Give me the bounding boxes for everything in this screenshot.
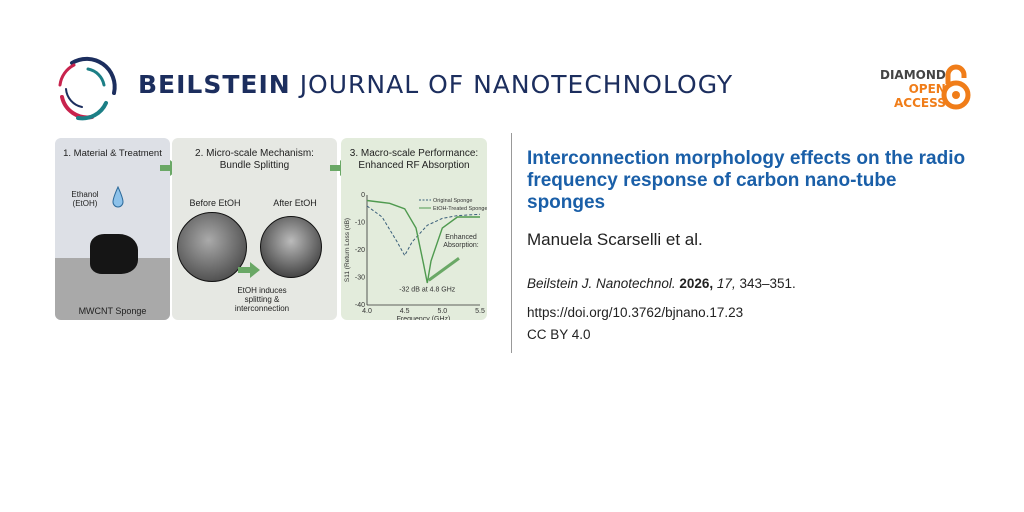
series-line: [366, 199, 480, 284]
sponge-image: [90, 234, 138, 274]
return-loss-chart: 4.0 4.5 5.0 5.5 0 -10 -20 -30 -40 Frequency (GHz)…: [344, 192, 487, 320]
legend-label: EtOH-Treated Sponge: [433, 206, 487, 212]
badge-line3: ACCESS: [894, 96, 946, 110]
sponge-label: MWCNT Sponge: [78, 306, 147, 316]
before-label: Before EtOH: [189, 198, 241, 208]
x-tick-label: 4.0: [362, 308, 372, 315]
legend-label: Original Sponge: [433, 198, 472, 204]
caption-line1: EtOH induces: [237, 286, 287, 295]
article-authors: Manuela Scarselli et al.: [527, 230, 703, 249]
badge-line2: OPEN: [908, 82, 946, 96]
y-axis-label: S11 (Return Loss (dB): [344, 218, 351, 282]
sem-before-image: [177, 212, 247, 282]
panel-macro-performance: 3. Macro-scale Performance: Enhanced RF …: [341, 138, 487, 320]
panel2-title1: 2. Micro-scale Mechanism:: [195, 148, 314, 159]
arrow-right-icon: [238, 262, 260, 278]
citation-volume: 17,: [716, 276, 736, 291]
journal-name-rest: JOURNAL OF NANOTECHNOLOGY: [299, 70, 734, 99]
x-tick-label: 4.5: [400, 308, 410, 315]
badge-line1: DIAMOND: [880, 68, 946, 82]
annotation-line2: Absorption:: [443, 242, 478, 249]
ethanol-drop-icon: [112, 186, 124, 208]
journal-name: BEILSTEIN JOURNAL OF NANOTECHNOLOGY: [138, 70, 733, 99]
y-tick-label: -30: [355, 275, 365, 282]
citation-journal: Beilstein J. Nanotechnol.: [527, 276, 676, 291]
license: CC BY 4.0: [527, 327, 591, 342]
panel1-title: 1. Material & Treatment: [63, 148, 162, 159]
annotation-arrow: [427, 257, 460, 282]
panel3-title1: 3. Macro-scale Performance:: [349, 148, 479, 159]
panel3-title2: Enhanced RF Absorption: [358, 160, 470, 171]
caption-line2: splitting &: [244, 295, 280, 304]
x-tick-label: 5.0: [437, 308, 447, 315]
after-label: After EtOH: [273, 198, 317, 208]
annotation-line3: -32 dB at 4.8 GHz: [399, 286, 456, 293]
x-axis-label: Frequency (GHz): [397, 316, 451, 320]
etoh-caption: EtOH induces splitting & interconnection: [217, 286, 307, 313]
y-tick-label: -20: [355, 247, 365, 254]
y-tick-label: -40: [355, 302, 365, 309]
y-tick-label: 0: [361, 192, 365, 199]
y-tick-label: -10: [355, 220, 365, 227]
citation: Beilstein J. Nanotechnol. 2026, 17, 343–…: [527, 276, 796, 291]
beilstein-logo-icon: [58, 56, 117, 121]
sem-after-image: [260, 216, 322, 278]
article-title[interactable]: Interconnection morphology effects on th…: [527, 148, 966, 213]
panel2-title2: Bundle Splitting: [219, 160, 290, 171]
citation-pages: 343–351.: [739, 276, 796, 291]
panel-micro-mechanism: 2. Micro-scale Mechanism: Bundle Splitti…: [172, 138, 337, 320]
caption-line3: interconnection: [234, 304, 290, 313]
x-tick-label: 5.5: [475, 308, 485, 315]
open-lock-icon: [941, 64, 971, 110]
divider: [511, 133, 512, 353]
diamond-open-access-badge: DIAMOND OPEN ACCESS: [880, 68, 946, 110]
citation-year: 2026,: [679, 276, 714, 291]
doi-link[interactable]: https://doi.org/10.3762/bjnano.17.23: [527, 305, 744, 320]
ethanol-label: Ethanol (EtOH): [71, 190, 99, 208]
annotation-line1: Enhanced: [445, 234, 477, 241]
journal-name-bold: BEILSTEIN: [138, 70, 291, 99]
panel-material-treatment: 1. Material & Treatment Ethanol (EtOH) M…: [55, 138, 170, 320]
